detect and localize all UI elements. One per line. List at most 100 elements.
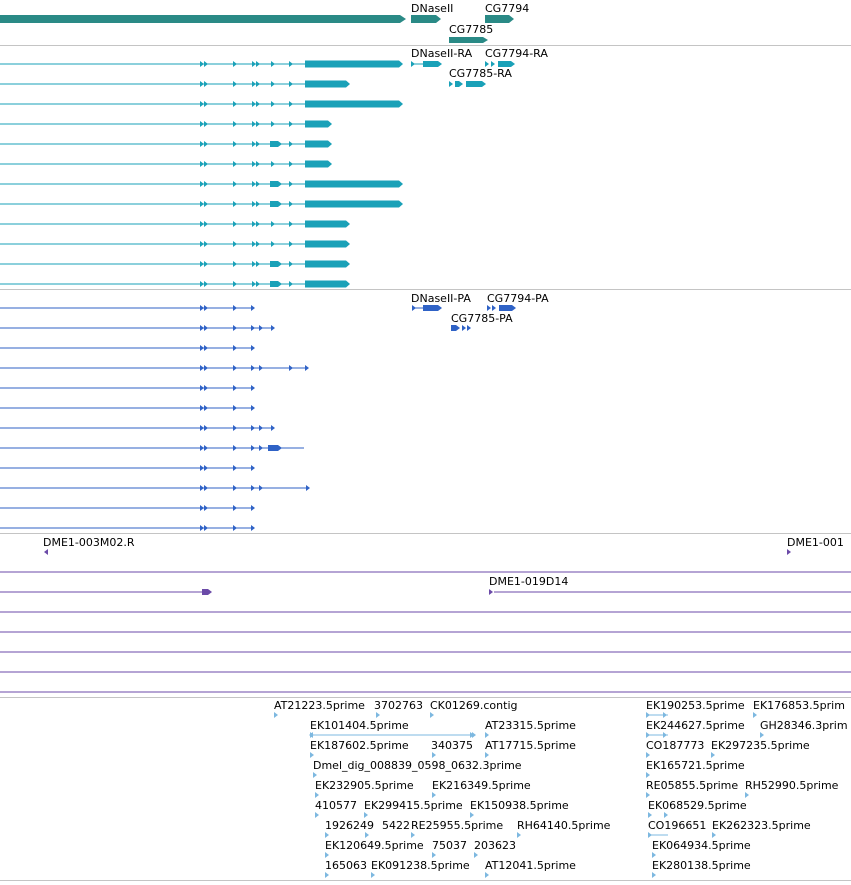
est-label: RE05855.5prime [646,779,738,792]
clone-feature[interactable] [0,589,212,595]
est-feature[interactable] [485,872,489,878]
est-label: 340375 [431,739,473,752]
protein-feature[interactable] [0,425,275,431]
protein-feature-dnaseii-pa[interactable] [412,305,442,311]
transcript-feature[interactable] [0,260,350,268]
est-feature[interactable] [712,832,716,838]
est-feature[interactable] [430,712,434,718]
est-feature[interactable] [315,812,319,818]
transcript-feature[interactable] [0,80,350,88]
transcripts-track-canvas: DNaseII-RA CG7794-RA CG7785-RA [0,47,548,288]
est-feature[interactable] [652,852,656,858]
est-feature[interactable] [646,792,650,798]
protein-feature[interactable] [0,305,255,311]
est-label: AT23315.5prime [485,719,576,732]
est-feature[interactable] [371,872,375,878]
gene-feature[interactable] [0,15,406,23]
transcript-feature[interactable] [0,160,332,168]
protein-feature-cg7785-pa[interactable] [451,325,471,331]
est-feature[interactable] [485,732,489,738]
est-feature[interactable] [664,812,668,818]
transcript-feature[interactable] [0,280,350,288]
est-feature[interactable] [432,752,436,758]
est-feature[interactable] [310,752,314,758]
est-feature[interactable] [364,812,368,818]
protein-feature[interactable] [0,325,275,331]
transcript-label-cg7785-ra: CG7785-RA [449,67,512,80]
est-label: GH28346.3prim [760,719,848,732]
clone-feature-dme1-001[interactable] [787,549,791,555]
clone-label-dme1-019d14: DME1-019D14 [489,575,568,588]
transcript-feature-dnaseii-ra[interactable] [411,61,442,67]
gene-label-cg7785: CG7785 [449,23,493,36]
transcript-feature-cg7794-ra[interactable] [485,61,515,67]
est-feature[interactable] [309,732,476,738]
est-feature[interactable] [648,812,652,818]
protein-label-cg7785-pa: CG7785-PA [451,312,513,325]
transcript-feature[interactable] [0,120,332,128]
est-label: 75037 [432,839,467,852]
protein-feature[interactable] [0,485,310,491]
est-feature[interactable] [470,812,474,818]
clone-feature-dme1-019d14[interactable] [489,589,851,595]
est-label: RH64140.5prime [517,819,611,832]
est-track: AT21223.5prime 3702763 CK01269.contig EK… [0,698,851,881]
est-label: RE25955.5prime [411,819,503,832]
protein-feature[interactable] [0,525,255,531]
transcript-feature[interactable] [0,220,350,228]
est-label: EK262323.5prime [712,819,811,832]
est-feature[interactable] [376,712,380,718]
track-divider [0,533,851,534]
protein-feature[interactable] [0,465,255,471]
est-label: RH52990.5prime [745,779,839,792]
est-label: EK101404.5prime [310,719,409,732]
est-feature[interactable] [474,852,478,858]
est-label: CO196651 [648,819,706,832]
est-feature[interactable] [325,852,329,858]
est-feature[interactable] [274,712,278,718]
est-feature[interactable] [753,712,757,718]
est-label: EK297235.5prime [711,739,810,752]
protein-feature[interactable] [0,405,255,411]
gene-feature-cg7794[interactable] [485,15,514,23]
track-divider [0,45,851,46]
est-feature[interactable] [411,832,415,838]
protein-feature[interactable] [0,505,255,511]
gene-feature-dnaseii[interactable] [411,15,441,23]
protein-feature[interactable] [0,385,255,391]
est-feature[interactable] [745,792,749,798]
est-label: EK190253.5prime [646,699,745,712]
est-feature[interactable] [760,732,764,738]
est-feature[interactable] [646,772,650,778]
transcript-feature[interactable] [0,140,332,148]
protein-feature[interactable] [0,345,255,351]
transcript-feature[interactable] [0,240,350,248]
est-feature[interactable] [517,832,521,838]
est-label: EK091238.5prime [371,859,470,872]
est-feature[interactable] [432,852,436,858]
transcript-feature[interactable] [0,200,403,208]
transcript-feature[interactable] [0,180,403,188]
est-feature[interactable] [485,752,489,758]
est-feature[interactable] [711,752,715,758]
transcript-feature[interactable] [0,100,403,108]
protein-feature[interactable] [0,365,309,371]
est-track-canvas: AT21223.5prime 3702763 CK01269.contig EK… [274,699,848,878]
est-label: EK187602.5prime [310,739,409,752]
est-feature[interactable] [652,872,656,878]
est-label: EK165721.5prime [646,759,745,772]
transcript-feature[interactable] [0,60,403,68]
protein-feature[interactable] [0,445,304,451]
est-feature[interactable] [325,872,329,878]
transcript-label-cg7794-ra: CG7794-RA [485,47,548,60]
est-feature[interactable] [365,832,369,838]
est-feature[interactable] [646,752,650,758]
clone-feature-dme1-003m02[interactable] [44,549,48,555]
est-feature[interactable] [315,792,319,798]
est-feature[interactable] [313,772,317,778]
transcript-feature-cg7785-ra[interactable] [449,81,486,87]
est-feature[interactable] [325,832,329,838]
protein-feature-cg7794-pa[interactable] [487,305,516,311]
est-feature[interactable] [432,792,436,798]
gene-feature-cg7785[interactable] [449,37,488,43]
